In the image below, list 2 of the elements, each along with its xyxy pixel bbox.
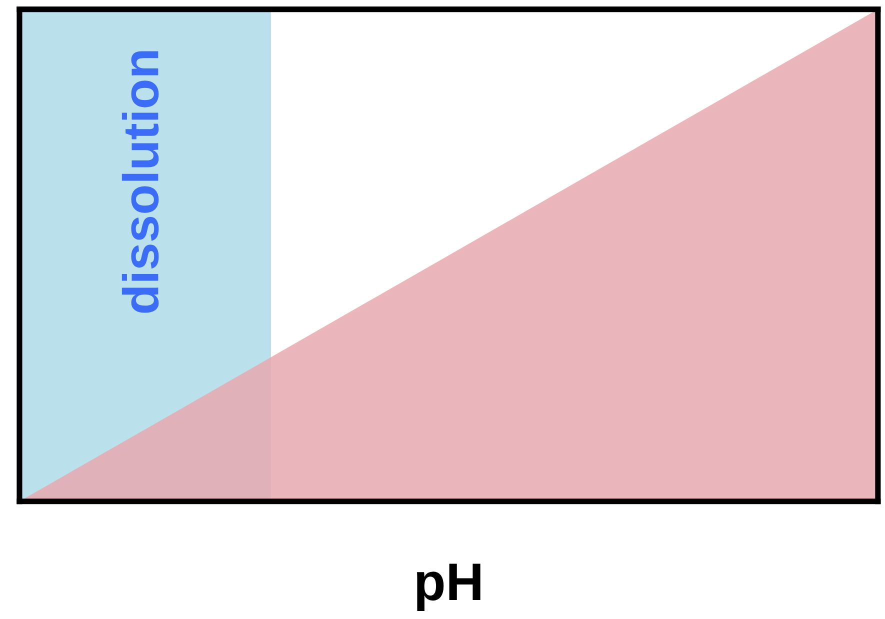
x-axis-title: pH [417, 564, 480, 612]
annotation: dissolution [122, 51, 159, 313]
